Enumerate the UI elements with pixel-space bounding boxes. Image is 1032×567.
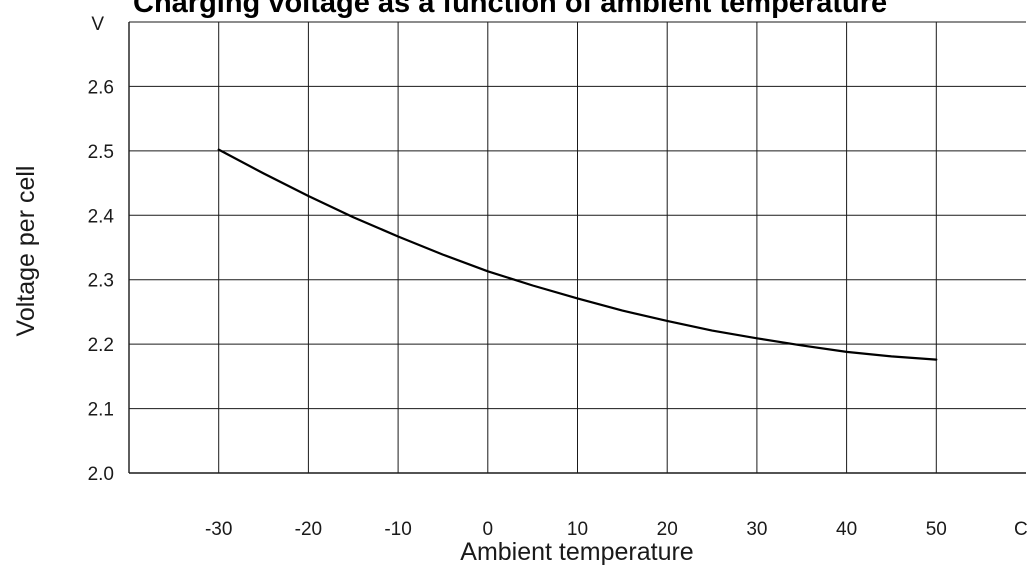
x-tick-label: 0	[483, 519, 494, 540]
y-tick-label: 2.5	[88, 142, 114, 163]
x-tick-label: 30	[746, 519, 767, 540]
tick-labels: -30 -20 -10 0 10 20 30 40 50 2.0 2.1 2.2 2.3 2.4 2.5 2.…	[88, 77, 947, 540]
x-tick-label: 40	[836, 519, 857, 540]
y-axis-title: Voltage per cell	[12, 166, 40, 337]
y-tick-label: 2.6	[88, 77, 114, 98]
x-unit-label: C	[1014, 519, 1028, 540]
x-tick-label: 10	[567, 519, 588, 540]
y-unit-label: V	[91, 14, 104, 35]
y-tick-label: 2.2	[88, 335, 114, 356]
y-tick-label: 2.0	[88, 464, 114, 485]
x-tick-label: 20	[657, 519, 678, 540]
series	[217, 148, 938, 361]
y-tick-label: 2.3	[88, 271, 114, 292]
x-tick-label: -20	[295, 519, 322, 540]
grid	[128, 21, 1026, 474]
x-tick-label: -30	[205, 519, 232, 540]
x-tick-label: 50	[926, 519, 947, 540]
x-tick-label: -10	[384, 519, 411, 540]
chart-title: Charging voltage as a function of ambien…	[133, 0, 887, 19]
y-tick-label: 2.4	[88, 206, 115, 227]
y-tick-label: 2.1	[88, 400, 114, 421]
series-line	[217, 148, 938, 361]
x-axis-title: Ambient temperature	[460, 538, 693, 566]
